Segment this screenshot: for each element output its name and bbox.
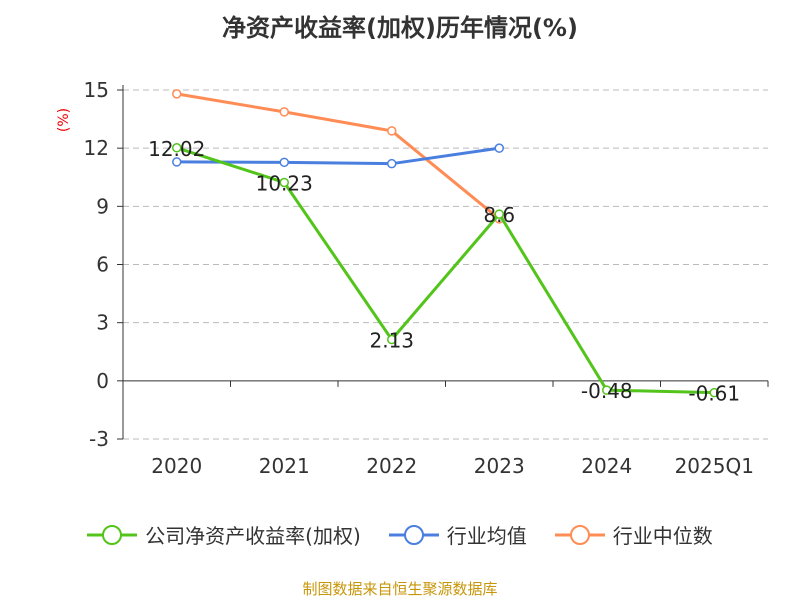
data-point — [387, 158, 397, 169]
data-point — [172, 157, 182, 167]
y-tick-label: 9 — [96, 194, 109, 218]
legend-label: 行业均值 — [446, 524, 527, 548]
chart-title: 净资产收益率(加权)历年情况(%) — [222, 14, 578, 42]
y-tick-label: 15 — [84, 78, 109, 102]
data-point — [494, 209, 504, 219]
y-tick-label: -3 — [89, 427, 109, 451]
x-tick-label: 2020 — [151, 454, 202, 478]
legend-marker-icon — [87, 524, 138, 545]
series-line — [176, 146, 500, 166]
data-label: 12.02 — [148, 137, 205, 161]
y-tick-label: 6 — [96, 253, 109, 277]
y-tick-label: 3 — [96, 311, 109, 335]
x-tick-label: 2024 — [581, 454, 632, 478]
data-point — [279, 177, 289, 188]
legend-item[interactable]: 行业中位数 — [554, 520, 713, 549]
legend-marker-icon — [388, 524, 439, 545]
x-tick-label: 2023 — [474, 454, 525, 478]
x-tick-label: 2021 — [259, 454, 310, 478]
data-label: 8.6 — [483, 203, 515, 227]
legend: 公司净资产收益率(加权) 行业均值 行业中位数 — [0, 520, 800, 549]
legend-label: 行业中位数 — [612, 524, 713, 548]
data-point — [709, 387, 719, 398]
data-point — [387, 334, 397, 345]
data-label: 10.23 — [256, 171, 313, 195]
y-tick-label: 0 — [96, 369, 109, 393]
x-tick-label: 2025Q1 — [675, 454, 754, 478]
legend-marker-icon — [554, 524, 605, 545]
data-label: -0.61 — [688, 382, 740, 406]
data-point — [172, 89, 182, 99]
data-point — [602, 385, 612, 395]
series-line — [176, 92, 501, 221]
series-line — [176, 146, 715, 395]
legend-label: 公司净资产收益率(加权) — [145, 524, 361, 548]
data-label: -0.48 — [581, 379, 633, 403]
legend-item[interactable]: 公司净资产收益率(加权) — [87, 520, 361, 549]
data-point — [172, 143, 182, 153]
data-point — [279, 157, 289, 168]
y-tick-label: 12 — [84, 136, 109, 160]
data-point — [279, 107, 289, 117]
data-point — [387, 126, 397, 136]
data-label: 2.13 — [369, 329, 414, 353]
source-footer: 制图数据来自恒生聚源数据库 — [302, 580, 498, 598]
x-tick-label: 2022 — [366, 454, 417, 478]
data-point — [494, 143, 504, 153]
legend-item[interactable]: 行业均值 — [388, 520, 527, 549]
